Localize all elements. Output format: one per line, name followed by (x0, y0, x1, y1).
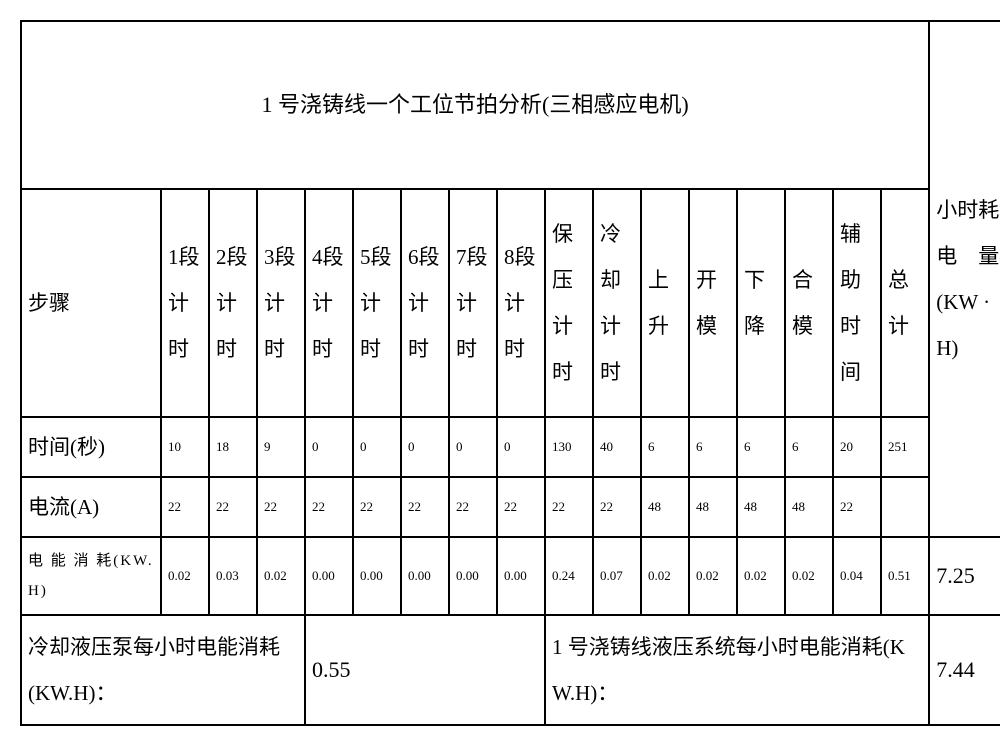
current-cell: 22 (257, 477, 305, 537)
energy-cell: 0.00 (401, 537, 449, 615)
current-cell: 48 (785, 477, 833, 537)
energy-cell: 0.02 (737, 537, 785, 615)
current-cell: 22 (593, 477, 641, 537)
step-header: 7段计时 (449, 189, 497, 417)
cooling-value: 0.55 (305, 615, 545, 725)
current-cell: 48 (737, 477, 785, 537)
current-cell: 22 (401, 477, 449, 537)
step-header: 4段计时 (305, 189, 353, 417)
time-cell: 0 (401, 417, 449, 477)
table-title: 1 号浇铸线一个工位节拍分析(三相感应电机) (21, 21, 929, 189)
energy-cell: 0.00 (497, 537, 545, 615)
step-header: 1段计时 (161, 189, 209, 417)
energy-cell: 0.03 (209, 537, 257, 615)
hydraulic-value: 7.44 (929, 615, 1000, 725)
current-cell: 22 (209, 477, 257, 537)
energy-cell: 0.51 (881, 537, 929, 615)
time-cell: 20 (833, 417, 881, 477)
row-label-time: 时间(秒) (21, 417, 161, 477)
step-header: 总计 (881, 189, 929, 417)
time-cell: 9 (257, 417, 305, 477)
hydraulic-label: 1 号浇铸线液压系统每小时电能消耗(KW.H)： (545, 615, 929, 725)
current-cell (881, 477, 929, 537)
current-cell: 22 (449, 477, 497, 537)
time-cell: 18 (209, 417, 257, 477)
energy-cell: 0.00 (305, 537, 353, 615)
row-label-current: 电流(A) (21, 477, 161, 537)
current-cell: 22 (497, 477, 545, 537)
time-cell: 6 (641, 417, 689, 477)
step-header: 3段计时 (257, 189, 305, 417)
energy-cell: 0.00 (353, 537, 401, 615)
time-cell: 0 (305, 417, 353, 477)
energy-cell: 0.07 (593, 537, 641, 615)
current-cell: 22 (305, 477, 353, 537)
time-cell: 40 (593, 417, 641, 477)
energy-cell: 0.02 (689, 537, 737, 615)
time-cell: 251 (881, 417, 929, 477)
step-header: 8段计时 (497, 189, 545, 417)
time-cell: 6 (737, 417, 785, 477)
step-header: 合模 (785, 189, 833, 417)
step-header: 2段计时 (209, 189, 257, 417)
right-header: 小时耗电 量(KW ·H) (929, 21, 1000, 537)
step-header: 保压计时 (545, 189, 593, 417)
energy-cell: 0.02 (785, 537, 833, 615)
time-cell: 10 (161, 417, 209, 477)
cooling-label: 冷却液压泵每小时电能消耗(KW.H)： (21, 615, 305, 725)
energy-cell: 0.02 (161, 537, 209, 615)
row-label-energy: 电 能 消 耗(KW.H) (21, 537, 161, 615)
step-header: 辅助时间 (833, 189, 881, 417)
current-cell: 48 (689, 477, 737, 537)
current-cell: 22 (161, 477, 209, 537)
step-header: 5段计时 (353, 189, 401, 417)
energy-cell: 0.02 (641, 537, 689, 615)
step-header: 冷却计时 (593, 189, 641, 417)
energy-total: 7.25 (929, 537, 1000, 615)
time-cell: 6 (689, 417, 737, 477)
step-header: 上升 (641, 189, 689, 417)
analysis-table: 1 号浇铸线一个工位节拍分析(三相感应电机) 小时耗电 量(KW ·H) 步骤 … (20, 20, 1000, 726)
current-cell: 22 (833, 477, 881, 537)
row-label-step: 步骤 (21, 189, 161, 417)
current-cell: 48 (641, 477, 689, 537)
energy-cell: 0.00 (449, 537, 497, 615)
energy-cell: 0.02 (257, 537, 305, 615)
step-header: 下降 (737, 189, 785, 417)
energy-cell: 0.24 (545, 537, 593, 615)
time-cell: 130 (545, 417, 593, 477)
time-cell: 0 (353, 417, 401, 477)
energy-cell: 0.04 (833, 537, 881, 615)
step-header: 开模 (689, 189, 737, 417)
current-cell: 22 (545, 477, 593, 537)
step-header: 6段计时 (401, 189, 449, 417)
time-cell: 0 (497, 417, 545, 477)
current-cell: 22 (353, 477, 401, 537)
time-cell: 0 (449, 417, 497, 477)
time-cell: 6 (785, 417, 833, 477)
